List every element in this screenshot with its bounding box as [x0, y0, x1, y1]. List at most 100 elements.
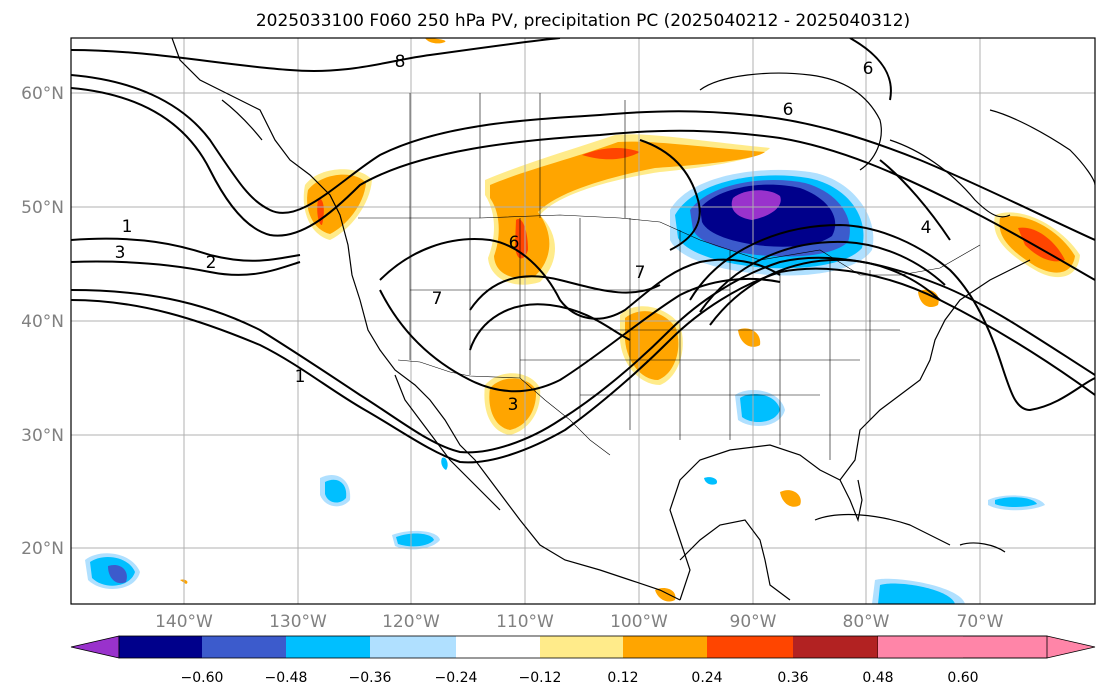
- contour-label: 6: [863, 59, 874, 79]
- coastlines: [171, 38, 1095, 601]
- colorbar-tick: −0.24: [435, 670, 478, 686]
- graticule: [71, 38, 1095, 604]
- colorbar-tick: −0.12: [519, 670, 562, 686]
- contour-label: 2: [206, 253, 217, 273]
- coastline-gulf: [669, 259, 1031, 601]
- latitude-labels: 60°N 50°N 40°N 30°N 20°N: [21, 84, 64, 559]
- province-lines: [409, 93, 626, 218]
- precip-area-small: [108, 564, 127, 584]
- pv-contour: [379, 277, 781, 393]
- contour-label: 3: [508, 395, 519, 415]
- lon-label: 90°W: [730, 612, 777, 632]
- colorbar-tick: 0.36: [777, 670, 808, 686]
- pv-contour: [71, 38, 561, 72]
- coastline-quebec: [889, 139, 1011, 218]
- contour-label: 8: [395, 52, 406, 72]
- precip-area-plains: [582, 148, 640, 160]
- lon-label: 70°W: [957, 612, 1004, 632]
- coastline-west: [171, 38, 681, 601]
- coastline-baja: [394, 374, 501, 511]
- pv-contour: [879, 159, 951, 241]
- pv-contour: [709, 258, 941, 326]
- coastline-yucatan: [679, 519, 791, 601]
- colorbar-tick: 0.12: [607, 670, 638, 686]
- lon-label: 100°W: [610, 612, 668, 632]
- colorbar-segment: [370, 636, 456, 658]
- colorbar-tick-labels: −0.60 −0.48 −0.36 −0.24 −0.12 0.12 0.24 …: [181, 670, 979, 686]
- precip-area-small: [738, 328, 761, 347]
- contour-label: 6: [509, 233, 520, 253]
- colorbar-tick: 0.24: [691, 670, 722, 686]
- contour-label: 7: [635, 263, 646, 283]
- pv-contour: [469, 303, 631, 351]
- colorbar-segment: [623, 636, 707, 658]
- colorbar-segment: [707, 636, 793, 658]
- colorbar-segment: [540, 636, 623, 658]
- map-title: 2025033100 F060 250 hPa PV, precipitatio…: [256, 11, 910, 31]
- colorbar-segment: [119, 636, 202, 658]
- contour-label: 7: [432, 289, 443, 309]
- precip-area-great-lakes: [731, 190, 781, 220]
- precip-area-small: [704, 477, 718, 485]
- pv-contour: [639, 139, 701, 251]
- contour-label-group: 8 6 1 3 2 6 7 7 3 1 4 6: [115, 52, 932, 415]
- colorbar-segment: [793, 636, 878, 658]
- precip-area-small: [325, 479, 347, 503]
- precip-area-pnw: [307, 174, 366, 234]
- map-area: 8 6 1 3 2 6 7 7 3 1 4 6: [71, 38, 1095, 604]
- pv-contours: [71, 38, 1095, 464]
- lat-label: 30°N: [21, 426, 64, 446]
- colorbar-tick: 0.60: [947, 670, 978, 686]
- map-frame: [70, 37, 1096, 605]
- coastline-hudson: [699, 72, 882, 171]
- pv-contour: [71, 267, 1095, 464]
- pv-contour: [71, 256, 1095, 454]
- colorbar-tick: 0.48: [862, 670, 893, 686]
- precip-area-small: [740, 394, 780, 423]
- colorbar-tick: −0.48: [265, 670, 308, 686]
- border-us-canada: [358, 214, 981, 276]
- precip-area-small: [878, 583, 955, 604]
- pv-contour: [689, 223, 1095, 412]
- precip-area-small: [425, 38, 446, 44]
- lon-label: 110°W: [496, 612, 554, 632]
- precip-area-small: [780, 490, 801, 507]
- pv-contour: [699, 240, 946, 313]
- colorbar-extend-low: [70, 635, 120, 659]
- coastline-cuba: [814, 513, 951, 546]
- precip-area-northeast: [1018, 227, 1065, 262]
- lat-label: 20°N: [21, 539, 64, 559]
- precip-area-small: [396, 533, 434, 547]
- precip-area-plains: [490, 141, 765, 279]
- colorbar-segment: [202, 636, 286, 658]
- colorbar-segment: [286, 636, 370, 658]
- contour-label: 6: [783, 100, 794, 120]
- colorbar-frame: [118, 635, 1048, 659]
- colorbar-tick: −0.36: [349, 670, 392, 686]
- pv-contour: [71, 237, 301, 262]
- precip-area-small: [655, 588, 676, 602]
- lat-label: 40°N: [21, 312, 64, 332]
- pv-contour: [71, 74, 1095, 241]
- contour-label: 1: [122, 217, 133, 237]
- lon-label: 130°W: [269, 612, 327, 632]
- colorbar-segment: [878, 636, 963, 658]
- colorbar: −0.60 −0.48 −0.36 −0.24 −0.12 0.12 0.24 …: [70, 635, 1096, 686]
- colorbar-tick: −0.60: [181, 670, 224, 686]
- coastline-hispaniola: [959, 542, 1006, 553]
- state-lines: [409, 218, 900, 460]
- pv-contour: [71, 260, 301, 276]
- coastline-pacific-islands: [221, 99, 263, 141]
- lon-label: 120°W: [382, 612, 440, 632]
- pv-contour: [849, 38, 892, 101]
- contour-label: 4: [921, 218, 932, 238]
- pv-contour: [71, 87, 1095, 281]
- lon-label: 80°W: [843, 612, 890, 632]
- lat-label: 60°N: [21, 84, 64, 104]
- colorbar-segment: [456, 636, 540, 658]
- precip-area-small: [995, 497, 1037, 507]
- coastline-canada-east: [989, 109, 1095, 186]
- lat-label: 50°N: [21, 198, 64, 218]
- longitude-labels: 140°W 130°W 120°W 110°W 100°W 90°W 80°W …: [155, 612, 1004, 632]
- precip-area-small: [441, 457, 448, 470]
